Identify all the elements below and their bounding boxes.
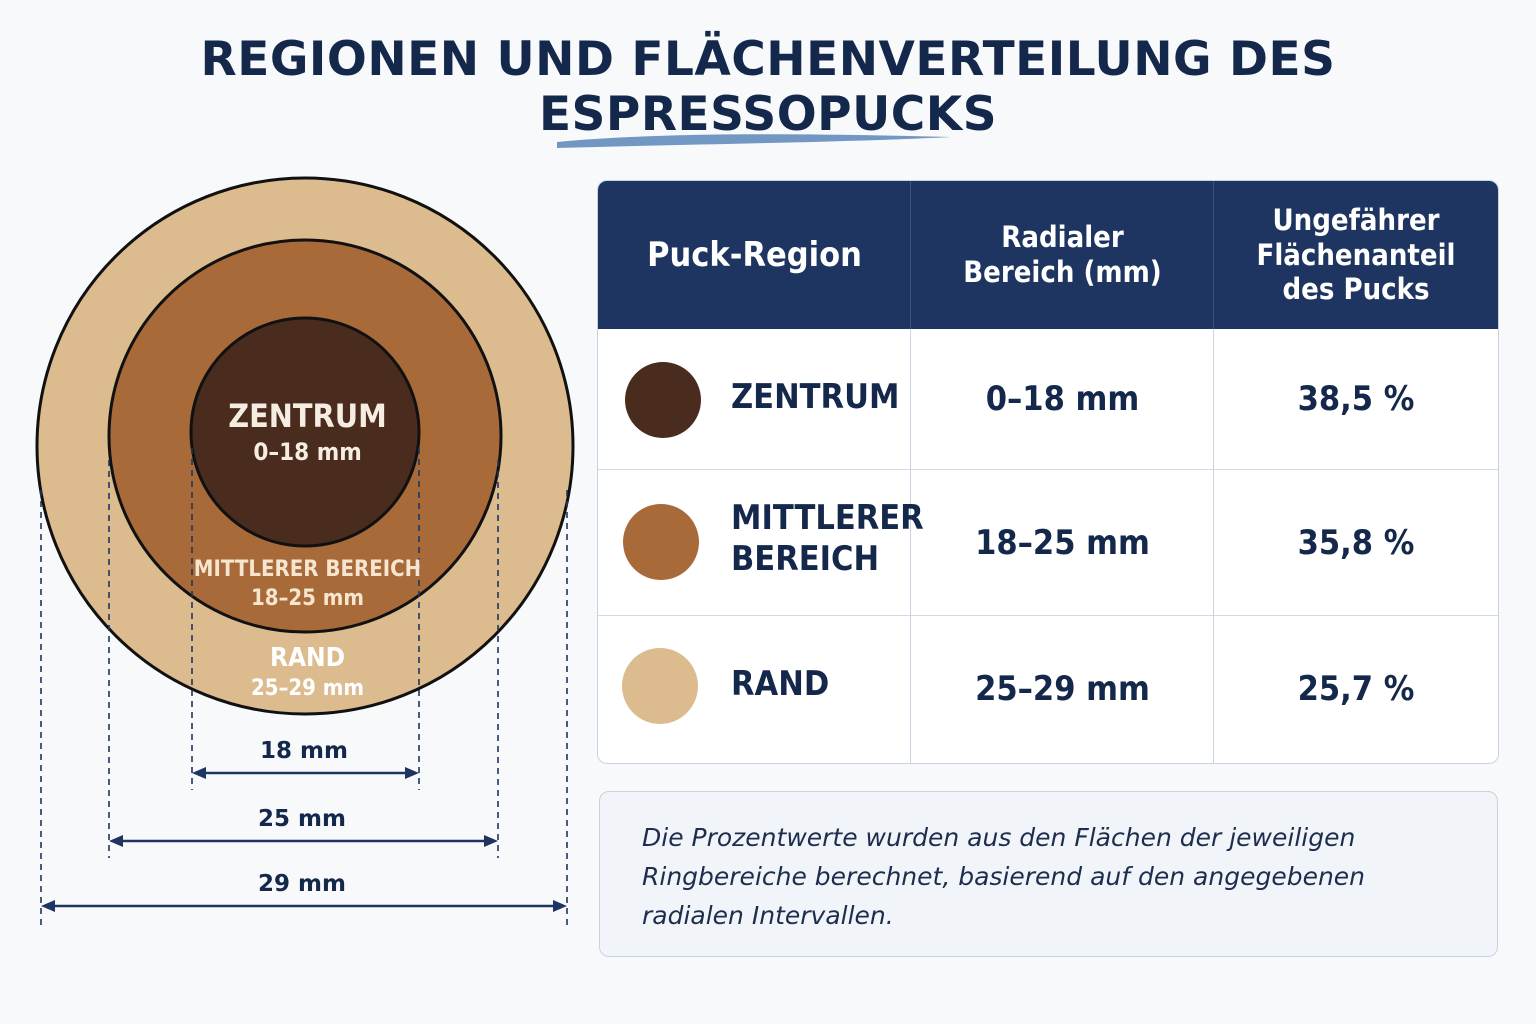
header-radialer-bereich: Radialer Bereich (mm) <box>911 181 1214 329</box>
label-rand-range: 25–29 mm <box>250 675 365 701</box>
puck-diagram <box>35 176 575 925</box>
range-cell: 0–18 mm <box>985 379 1140 419</box>
table-row: MITTLERER BEREICH 18–25 mm 35,8 % <box>598 470 1498 615</box>
range-cell: 18–25 mm <box>975 522 1150 563</box>
dimension-label-29: 29 mm <box>258 871 346 897</box>
page-title: REGIONEN UND FLÄCHENVERTEILUNG DES ESPRE… <box>200 32 1336 142</box>
table-row: ZENTRUM 0–18 mm 38,5 % <box>598 329 1498 469</box>
row-divider <box>598 469 1498 470</box>
label-rand: RAND 25–29 mm <box>205 643 410 701</box>
dimension-label-25: 25 mm <box>258 806 346 832</box>
label-zentrum: ZENTRUM 0–18 mm <box>205 398 410 466</box>
region-table: Puck-Region Radialer Bereich (mm) Ungefä… <box>597 180 1499 764</box>
color-swatch-mittlerer-bereich <box>623 504 699 580</box>
header-divider <box>1213 181 1214 329</box>
label-rand-name: RAND <box>269 643 346 673</box>
region-name: RAND <box>731 664 830 704</box>
region-name: ZENTRUM <box>731 377 900 417</box>
header-flaechenanteil: Ungefährer Flächenanteil des Pucks <box>1214 181 1498 329</box>
header-puck-region: Puck-Region <box>647 234 862 275</box>
region-name: MITTLERER BEREICH <box>731 498 924 579</box>
header-flaechenanteil-text: Ungefährer Flächenanteil des Pucks <box>1256 202 1456 307</box>
label-mittlerer-bereich-name: MITTLERER BEREICH <box>193 557 422 582</box>
ring-zentrum <box>189 316 421 548</box>
label-mittlerer-bereich: MITTLERER BEREICH 18–25 mm <box>175 557 440 612</box>
share-cell: 25,7 % <box>1297 669 1415 709</box>
header-radialer-bereich-text: Radialer Bereich (mm) <box>963 220 1162 289</box>
column-divider <box>1213 181 1214 763</box>
footnote-box: Die Prozentwerte wurden aus den Flächen … <box>599 791 1498 957</box>
color-swatch-zentrum <box>625 362 701 438</box>
header-divider <box>910 181 911 329</box>
dimension-label-18: 18 mm <box>260 738 348 764</box>
column-divider <box>910 181 911 763</box>
table-header: Puck-Region Radialer Bereich (mm) Ungefä… <box>598 181 1498 329</box>
color-swatch-rand <box>622 648 698 724</box>
title-underline <box>557 134 951 148</box>
label-zentrum-name: ZENTRUM <box>228 397 387 435</box>
footnote-text: Die Prozentwerte wurden aus den Flächen … <box>642 823 1366 930</box>
share-cell: 38,5 % <box>1297 379 1415 419</box>
share-cell: 35,8 % <box>1297 522 1415 563</box>
label-mittlerer-bereich-range: 18–25 mm <box>250 586 365 612</box>
label-zentrum-range: 0–18 mm <box>253 437 362 466</box>
row-divider <box>598 615 1498 616</box>
range-cell: 25–29 mm <box>975 669 1150 709</box>
table-row: RAND 25–29 mm 25,7 % <box>598 616 1498 762</box>
